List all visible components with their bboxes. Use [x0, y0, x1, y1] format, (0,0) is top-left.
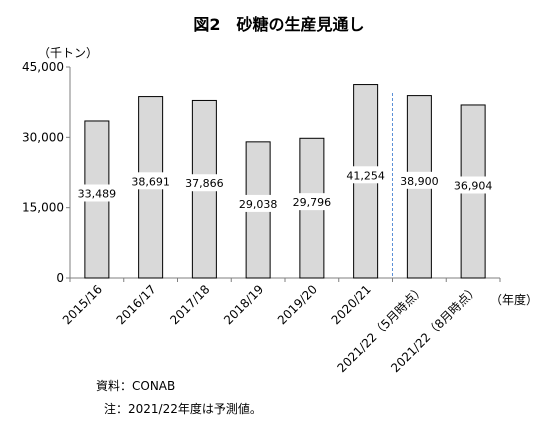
- value-labels-group: 33,489 38,691 37,866 29,038 29,796 41,254 38,9…: [77, 166, 493, 212]
- value-label-bg: [77, 184, 116, 202]
- x-tick-label: 2021/22（8月時点）: [388, 282, 481, 375]
- value-label-bg: [131, 172, 170, 190]
- value-label-text: 29,796: [293, 196, 332, 209]
- value-label-text: 29,038: [239, 198, 278, 211]
- value-label: 36,904: [454, 176, 493, 194]
- x-tick-label: 2018/19: [221, 282, 266, 327]
- value-label-text: 38,691: [131, 175, 170, 188]
- value-label-bg: [454, 176, 493, 194]
- value-label-text: 33,489: [78, 187, 117, 200]
- source-footnote: 資料：CONAB: [96, 379, 176, 393]
- value-label-bg: [292, 193, 331, 211]
- y-tick-label: 30,000: [22, 130, 64, 144]
- value-label-bg: [185, 174, 224, 192]
- value-label: 37,866: [185, 174, 224, 192]
- x-tick-label: 2021/22（5月時点）: [335, 282, 428, 375]
- value-label: 41,254: [346, 166, 385, 184]
- value-label-bg: [400, 171, 439, 189]
- x-tick-labels-group: 2015/16 2016/17 2017/18 2018/19 2019/20 2020/…: [60, 282, 481, 375]
- value-label-text: 41,254: [346, 169, 385, 182]
- x-axis-label: （年度）: [490, 292, 538, 307]
- forecast-footnote: 注：2021/22年度は予測値。: [104, 402, 262, 416]
- value-label: 38,691: [131, 172, 170, 190]
- x-tick-label: 2015/16: [60, 282, 105, 327]
- y-tick-label: 45,000: [22, 60, 64, 74]
- value-label: 33,489: [77, 184, 117, 202]
- value-label: 29,796: [292, 193, 332, 211]
- value-label-text: 36,904: [454, 179, 493, 192]
- value-label-text: 37,866: [185, 177, 224, 190]
- x-tick-label: 2019/20: [275, 282, 320, 327]
- value-label-bg: [346, 166, 385, 184]
- y-unit-label: （千トン）: [38, 46, 98, 60]
- x-tick-label: 2016/17: [114, 282, 159, 327]
- value-label-bg: [239, 194, 278, 212]
- x-tick-label: 2017/18: [167, 282, 212, 327]
- x-tick-label: 2020/21: [329, 282, 374, 327]
- value-label-text: 38,900: [400, 175, 439, 188]
- value-label: 29,038: [239, 194, 278, 212]
- chart-title: 図2 砂糖の生産見通し: [193, 15, 364, 34]
- value-label: 38,900: [400, 171, 439, 189]
- y-tick-label: 0: [56, 271, 64, 285]
- y-tick-label: 15,000: [22, 201, 64, 215]
